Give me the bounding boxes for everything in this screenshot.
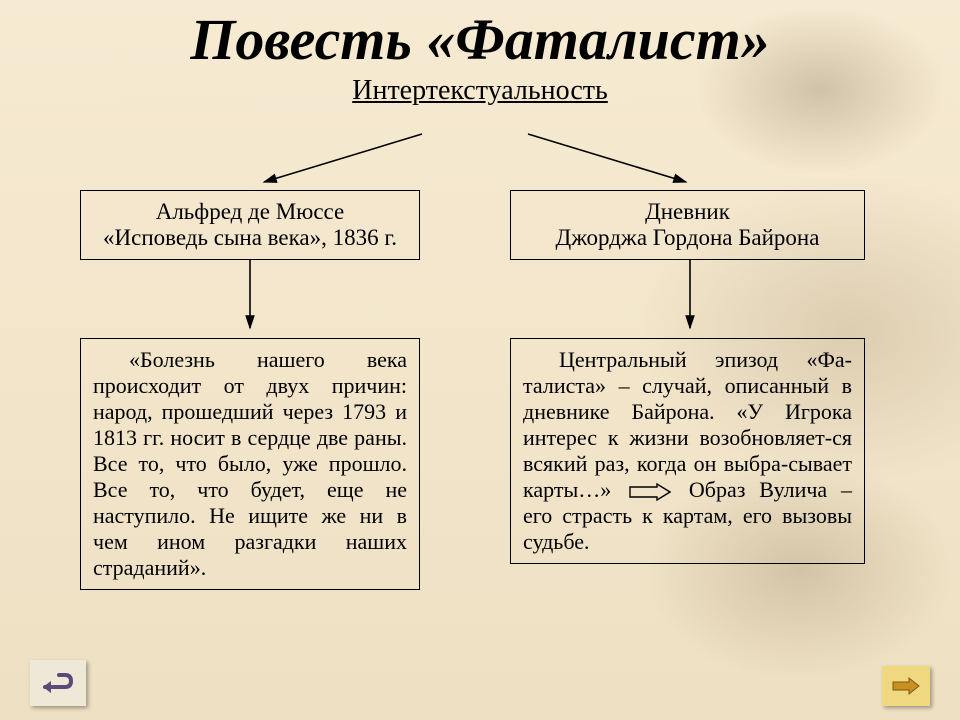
forward-arrow-icon (891, 676, 921, 696)
source-left-line1: Альфред де Мюссе (93, 199, 407, 225)
arrow-root-to-left (250, 128, 430, 190)
quote-box-left: «Болезнь нашего века происходит от двух … (80, 338, 420, 590)
nav-back-button[interactable] (30, 660, 86, 706)
source-right-line2: Джорджа Гордона Байрона (523, 225, 852, 251)
source-box-right: Дневник Джорджа Гордона Байрона (510, 190, 865, 260)
nav-forward-button[interactable] (882, 666, 930, 706)
quote-box-right: Центральный эпизод «Фа-талиста» – случай… (510, 338, 865, 564)
quote-left-text: «Болезнь нашего века происходит от двух … (93, 347, 407, 581)
inline-arrow-icon (629, 483, 671, 501)
slide-content: Повесть «Фаталист» Интертекстуальность А… (0, 0, 960, 720)
source-right-line1: Дневник (523, 199, 852, 225)
back-arrow-icon (41, 671, 75, 695)
arrow-root-to-right (520, 128, 700, 190)
quote-right-wrapper: Центральный эпизод «Фа-талиста» – случай… (523, 347, 852, 555)
page-title: Повесть «Фаталист» (0, 0, 960, 71)
source-left-line2: «Исповедь сына века», 1836 г. (93, 225, 407, 251)
arrow-left-down (238, 258, 262, 336)
source-box-left: Альфред де Мюссе «Исповедь сына века», 1… (80, 190, 420, 260)
arrow-right-down (678, 258, 702, 336)
subtitle: Интертекстуальность (0, 75, 960, 107)
